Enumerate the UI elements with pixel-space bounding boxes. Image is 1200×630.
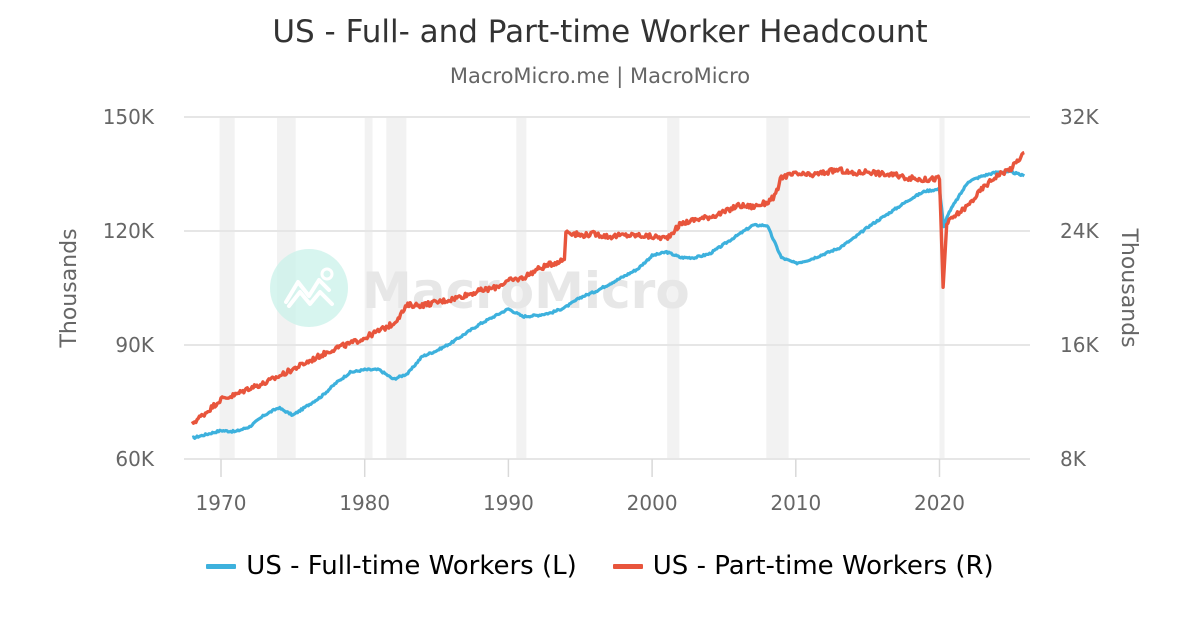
- y-left-tick-label: 60K: [115, 447, 154, 471]
- y-left-tick-label: 120K: [103, 219, 155, 243]
- recession-band: [219, 117, 235, 459]
- series-full-time-line: [191, 169, 1026, 440]
- x-tick-label: 2000: [627, 491, 678, 515]
- y-right-tick-label: 32K: [1060, 105, 1099, 129]
- x-tick-label: 1980: [339, 491, 390, 515]
- recession-band: [667, 117, 680, 459]
- chart-title: US - Full- and Part-time Worker Headcoun…: [272, 14, 928, 50]
- y-right-tick-label: 24K: [1060, 219, 1099, 243]
- watermark: MacroMicro: [270, 249, 690, 327]
- series-part-time-line: [190, 150, 1025, 425]
- recession-bands: [219, 117, 945, 459]
- legend-label-part-time: US - Part-time Workers (R): [652, 551, 994, 581]
- y-axis-right-title: Thousands: [1116, 227, 1141, 347]
- y-axis-right: 8K 16K 24K 32K: [1060, 105, 1099, 471]
- y-left-tick-label: 150K: [103, 105, 155, 129]
- recession-band: [364, 117, 373, 459]
- legend-item-part-time[interactable]: US - Part-time Workers (R): [612, 551, 994, 581]
- grid-lines: [184, 116, 1030, 460]
- series-lines: [190, 150, 1026, 440]
- y-right-tick-label: 8K: [1060, 447, 1087, 471]
- legend-swatch-part-time-icon: [612, 563, 643, 569]
- recession-band: [386, 117, 407, 459]
- y-right-tick-label: 16K: [1060, 333, 1099, 357]
- x-tick-label: 1990: [483, 491, 534, 515]
- legend: US - Full-time Workers (L) US - Part-tim…: [0, 551, 1200, 581]
- x-tick-label: 1970: [196, 491, 247, 515]
- x-tick-label: 2020: [914, 491, 965, 515]
- legend-label-full-time: US - Full-time Workers (L): [246, 551, 577, 581]
- y-axis-left: 60K 90K 120K 150K: [103, 105, 155, 471]
- legend-item-full-time[interactable]: US - Full-time Workers (L): [206, 551, 577, 581]
- y-left-tick-label: 90K: [115, 333, 154, 357]
- watermark-logo-icon: [270, 249, 348, 327]
- chart-subtitle: MacroMicro.me | MacroMicro: [449, 64, 751, 88]
- legend-swatch-full-time-icon: [206, 563, 237, 569]
- watermark-text: MacroMicro: [362, 262, 690, 320]
- x-tick-label: 2010: [770, 491, 821, 515]
- recession-band: [766, 117, 789, 459]
- x-axis: 1970 1980 1990 2000 2010 2020: [196, 459, 965, 515]
- recession-band: [516, 117, 527, 459]
- y-axis-left-title: Thousands: [57, 228, 82, 348]
